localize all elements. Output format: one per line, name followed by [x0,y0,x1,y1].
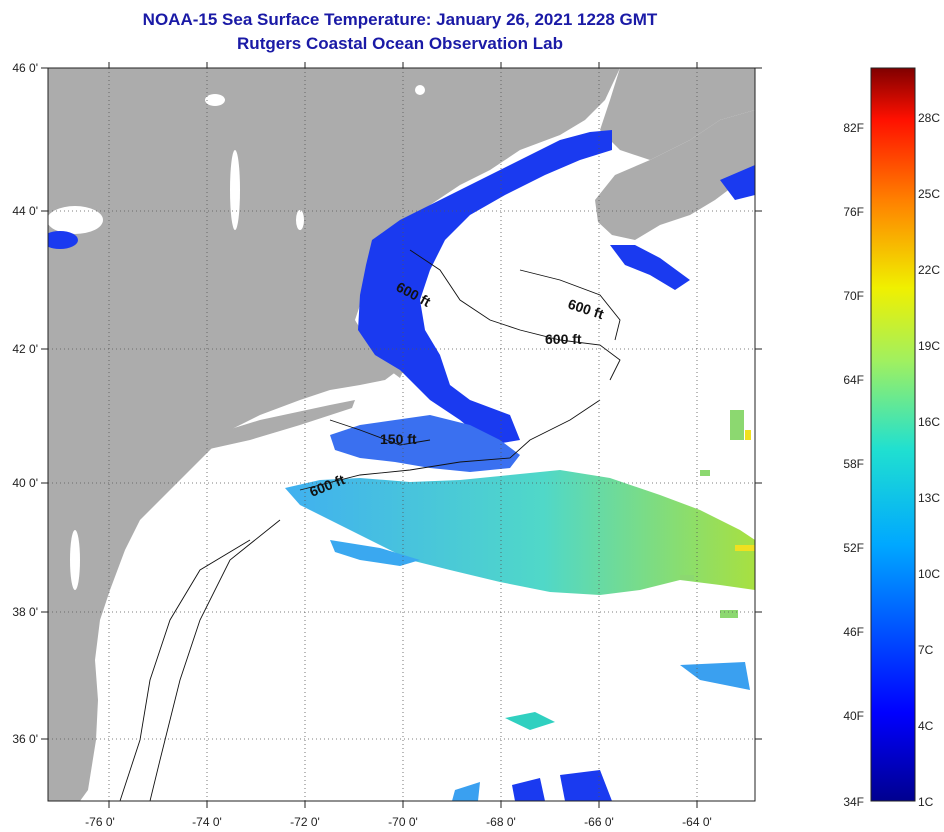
lon-label: -64 0' [682,815,712,829]
colorbar-fahrenheit-labels: 82F 76F 70F 64F 58F 52F 46F 40F 34F [843,121,864,809]
fahrenheit-label: 52F [843,541,864,555]
lat-label: 40 0' [12,476,38,490]
celsius-label: 7C [918,643,934,657]
longitude-labels: -76 0' -74 0' -72 0' -70 0' -68 0' -66 0… [85,815,712,829]
sst-cool-southern-ne [330,415,520,472]
color-scale-bar [870,67,916,802]
sst-cold-nova-scotia [610,245,690,290]
map-subtitle: Rutgers Coastal Ocean Observation Lab [237,34,563,53]
lon-label: -72 0' [290,815,320,829]
celsius-label: 22C [918,263,940,277]
colorbar-celsius-labels: 28C 25C 22C 19C 16C 13C 10C 7C 4C 1C [918,111,940,809]
lat-label: 36 0' [12,732,38,746]
celsius-label: 13C [918,491,940,505]
lat-label: 44 0' [12,204,38,218]
sst-scattered-yellow [735,430,755,551]
sst-cold-gulf-of-maine [358,130,612,445]
sst-southern-patches [452,662,750,801]
fahrenheit-label: 34F [843,795,864,809]
fahrenheit-label: 82F [843,121,864,135]
lon-label: -70 0' [388,815,418,829]
lon-label: -74 0' [192,815,222,829]
lon-label: -76 0' [85,815,115,829]
sst-shelf-slope-band [285,470,755,595]
axis-ticks [41,62,762,808]
celsius-label: 25C [918,187,940,201]
lat-label: 42 0' [12,342,38,356]
fahrenheit-label: 70F [843,289,864,303]
fahrenheit-label: 40F [843,709,864,723]
fahrenheit-label: 76F [843,205,864,219]
fahrenheit-label: 64F [843,373,864,387]
latitude-labels: 46 0' 44 0' 42 0' 40 0' 38 0' 36 0' [12,61,38,746]
land-long-island [195,400,355,450]
fahrenheit-label: 58F [843,457,864,471]
lat-label: 46 0' [12,61,38,75]
celsius-label: 28C [918,111,940,125]
sst-cold-ns-east [720,165,755,200]
celsius-label: 1C [918,795,934,809]
sst-scattered-warm [680,410,744,618]
land-mainland [48,68,620,801]
inland-lakes [48,85,425,700]
celsius-label: 19C [918,339,940,353]
fahrenheit-label: 46F [843,625,864,639]
map-title: NOAA-15 Sea Surface Temperature: January… [142,10,658,29]
celsius-label: 16C [918,415,940,429]
bathymetry-contours [119,249,621,801]
land-canada [600,68,755,160]
contour-label: 600 ft [545,331,582,347]
land-nova-scotia [595,110,755,240]
map-frame [47,67,756,802]
contour-label: 150 ft [380,431,417,447]
lat-label: 38 0' [12,605,38,619]
celsius-label: 10C [918,567,940,581]
sst-lake [48,231,78,249]
lon-label: -66 0' [584,815,614,829]
sst-cool-streak [330,540,420,566]
celsius-label: 4C [918,719,934,733]
lon-label: -68 0' [486,815,516,829]
